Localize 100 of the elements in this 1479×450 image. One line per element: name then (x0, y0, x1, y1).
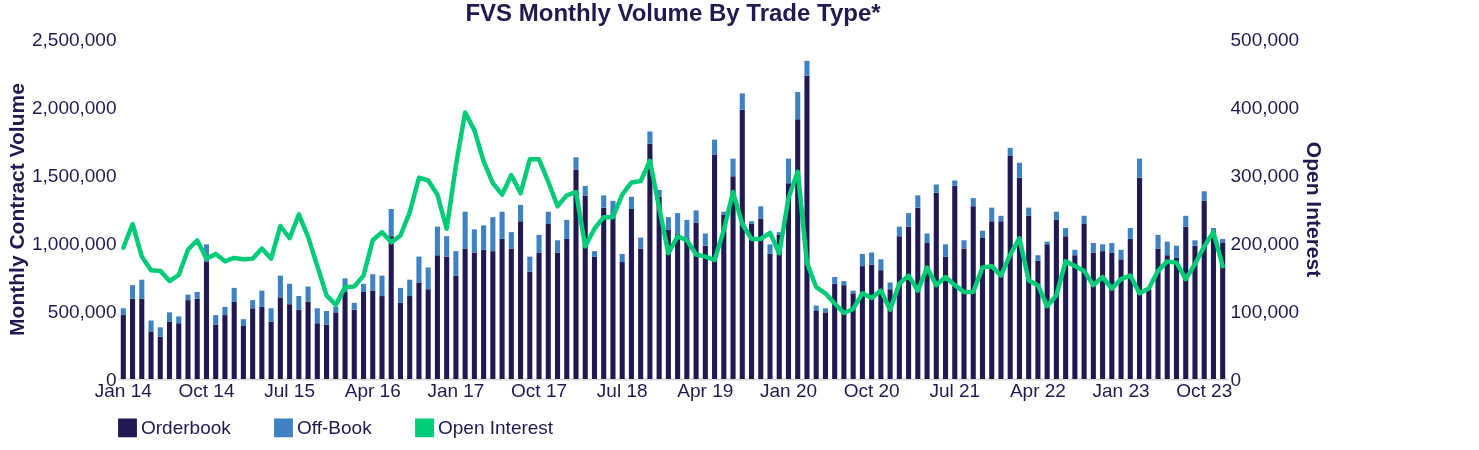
bar (231, 301, 237, 379)
bar (425, 289, 431, 379)
bar (665, 217, 671, 230)
bar (397, 302, 404, 379)
bar (1192, 245, 1198, 379)
bar (508, 248, 514, 379)
bar (1053, 211, 1059, 220)
bar (1090, 243, 1096, 253)
bar (213, 324, 219, 379)
bar (1081, 223, 1087, 379)
bar (758, 218, 764, 379)
bar (647, 143, 653, 379)
bar (379, 296, 385, 379)
bar (859, 253, 865, 267)
bar (324, 324, 330, 379)
bar (601, 207, 607, 379)
bar (832, 283, 838, 379)
x-tick-label: Jul 18 (596, 379, 648, 401)
bar (471, 252, 477, 379)
bar (240, 319, 246, 326)
bar (822, 308, 828, 313)
bar (462, 211, 468, 249)
bar (619, 262, 625, 379)
bar (1183, 215, 1189, 227)
bar (998, 221, 1004, 379)
bar (518, 221, 524, 379)
bar (453, 275, 459, 379)
bar (259, 290, 265, 307)
y-tick-label: 1,000,000 (31, 232, 117, 254)
bar (416, 256, 422, 283)
bar (240, 325, 246, 379)
bar (268, 308, 274, 322)
bar (130, 285, 136, 299)
bar (739, 109, 745, 379)
bar (739, 93, 745, 110)
y-tick-label: 1,500,000 (31, 164, 117, 186)
bar (878, 270, 884, 379)
bar (425, 267, 431, 290)
x-tick-label: Apr 19 (677, 379, 734, 401)
x-tick-label: Jan 17 (427, 379, 485, 401)
bar (1173, 245, 1180, 258)
bar (748, 221, 755, 224)
bar (296, 296, 302, 310)
x-tick-label: Jan 23 (1092, 379, 1150, 401)
bar (573, 157, 579, 170)
bar (693, 210, 699, 223)
bar (462, 248, 468, 379)
bar (222, 315, 228, 379)
bar (1173, 257, 1180, 379)
bar (508, 232, 514, 249)
bar (878, 259, 884, 271)
bar (942, 256, 949, 379)
bar (582, 185, 588, 196)
bar (591, 251, 598, 257)
bar (748, 223, 755, 379)
bar (628, 209, 634, 379)
bar (554, 240, 561, 253)
bar (259, 306, 265, 379)
bar (148, 320, 154, 332)
y2-axis-title: Open Interest (1303, 141, 1327, 278)
y-tick-label: 2,500,000 (31, 28, 117, 50)
bar (638, 237, 644, 249)
bar (176, 323, 182, 379)
bar (444, 236, 450, 257)
bar (1026, 207, 1032, 216)
bar (277, 297, 283, 379)
bar (1127, 238, 1133, 379)
bar (342, 291, 348, 379)
bar (148, 331, 154, 379)
bar (157, 327, 163, 337)
bar (554, 252, 561, 379)
bar (702, 245, 708, 379)
y2-tick-label: 500,000 (1230, 28, 1300, 50)
bar (684, 219, 690, 238)
bar (1155, 234, 1161, 249)
bar (1183, 226, 1189, 379)
bar (1164, 241, 1170, 256)
bar (194, 298, 200, 379)
bar (471, 229, 477, 253)
bar (527, 256, 533, 272)
bar (1035, 260, 1041, 379)
bar (388, 236, 394, 379)
y2-tick-label: 0 (1230, 368, 1242, 390)
bar (407, 279, 413, 297)
bar (924, 243, 930, 379)
bar (933, 192, 939, 379)
bar (785, 158, 792, 184)
bar (1100, 251, 1106, 379)
bar (591, 256, 598, 379)
bar (499, 238, 505, 379)
x-tick-label: Apr 22 (1009, 379, 1066, 401)
bar (1109, 252, 1115, 379)
bar (647, 131, 653, 144)
bar (287, 304, 293, 379)
y2-tick-label: 300,000 (1230, 164, 1300, 186)
bar (434, 226, 440, 256)
bar (924, 233, 930, 243)
bar (1090, 252, 1096, 379)
bar (961, 248, 967, 379)
legend-label: Open Interest (438, 416, 554, 438)
